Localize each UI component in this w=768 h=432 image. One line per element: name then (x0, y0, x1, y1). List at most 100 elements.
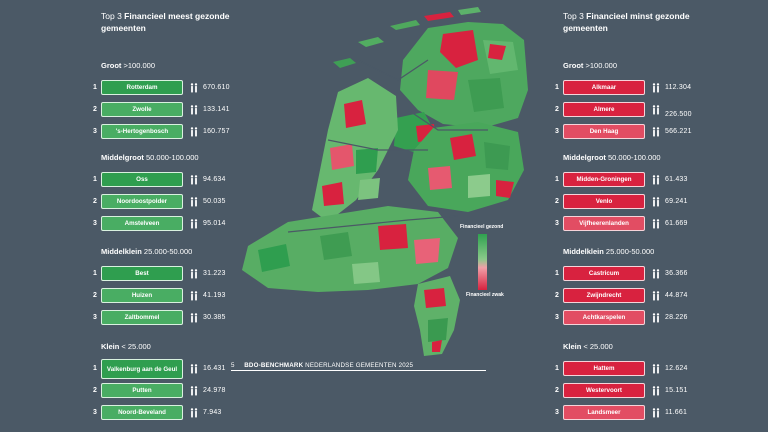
rank-number: 2 (93, 292, 97, 299)
people-icon (190, 197, 198, 207)
rank-number: 3 (555, 314, 559, 321)
netherlands-map (242, 7, 528, 356)
population-value: 670.610 (203, 84, 230, 91)
healthy-ranking-row: 3 Zaltbommel 30.385 (93, 310, 263, 328)
size-category-name: Middelgroot (101, 153, 144, 162)
healthy-ranking-row: 1 Oss 94.634 (93, 172, 263, 190)
municipality-badge: Landsmeer (563, 405, 645, 420)
rank-number: 1 (555, 176, 559, 183)
size-category-label: Middelgroot 50.000-100.000 (101, 152, 263, 164)
people-icon (190, 105, 198, 115)
population-value: 15.151 (665, 387, 688, 394)
healthy-ranking-row: 1 Best 31.223 (93, 266, 263, 284)
healthy-group-1: Middelgroot 50.000-100.000 1 Oss 94.634 2 Noo… (93, 152, 263, 231)
municipality-badge: Castricum (563, 266, 645, 281)
population-value: 30.385 (203, 314, 226, 321)
municipality-badge: Achtkarspelen (563, 310, 645, 325)
map-water-lines (287, 59, 488, 233)
size-category-label: Klein < 25.000 (563, 341, 725, 353)
weak-ranking-row: 2 Venlo 69.241 (555, 194, 725, 212)
weak-group-3: Klein < 25.000 1 Hattem 12.624 2 Westervoort 1… (555, 341, 725, 420)
healthy-ranking-row: 1 Rotterdam 670.610 (93, 80, 263, 98)
population-value: 16.431 (203, 365, 226, 372)
rank-number: 1 (93, 270, 97, 277)
map-limburg (414, 276, 460, 356)
people-icon (652, 105, 660, 115)
rank-number: 2 (555, 106, 559, 113)
population-value: 226.500 (665, 111, 692, 118)
municipality-badge: Midden-Groningen (563, 172, 645, 187)
rank-number: 3 (93, 314, 97, 321)
healthy-ranking-row: 2 Huizen 41.193 (93, 288, 263, 306)
population-value: 94.634 (203, 176, 226, 183)
population-value: 28.226 (665, 314, 688, 321)
healthy-ranking-row: 2 Putten 24.978 (93, 383, 263, 401)
size-category-name: Klein (101, 342, 120, 351)
size-category-range: 50.000-100.000 (605, 153, 661, 162)
map-east (408, 122, 524, 212)
size-category-range: < 25.000 (581, 342, 613, 351)
size-category-label: Klein < 25.000 (101, 341, 263, 353)
rank-number: 1 (93, 84, 97, 91)
municipality-badge: Alkmaar (563, 80, 645, 95)
population-value: 7.943 (203, 409, 222, 416)
people-icon (652, 197, 660, 207)
people-icon (190, 83, 198, 93)
size-category-label: Middelklein 25.000-50.000 (563, 246, 725, 258)
weak-group-2: Middelklein 25.000-50.000 1 Castricum 36.36… (555, 246, 725, 325)
people-icon (652, 219, 660, 229)
weak-ranking-row: 1 Midden-Groningen 61.433 (555, 172, 725, 190)
rank-number: 1 (93, 365, 97, 372)
size-category-label: Groot >100.000 (101, 60, 263, 72)
map-west (312, 78, 398, 222)
rank-number: 2 (93, 106, 97, 113)
weak-ranking-row: 1 Alkmaar 112.304 (555, 80, 725, 98)
people-icon (652, 127, 660, 137)
rank-number: 1 (555, 84, 559, 91)
municipality-badge: Valkenburg aan de Geul (101, 359, 183, 379)
size-category-range: < 25.000 (119, 342, 151, 351)
weak-ranking-row: 1 Castricum 36.366 (555, 266, 725, 284)
municipality-badge: Vijfheerenlanden (563, 216, 645, 231)
healthy-group-0: Groot >100.000 1 Rotterdam 670.610 2 Zwolle 13… (93, 60, 263, 139)
weak-group-1: Middelgroot 50.000-100.000 1 Midden-Gronin… (555, 152, 725, 231)
size-category-range: 25.000-50.000 (141, 247, 193, 256)
population-value: 41.193 (203, 292, 226, 299)
people-icon (652, 83, 660, 93)
municipality-badge: Amstelveen (101, 216, 183, 231)
municipality-badge: Oss (101, 172, 183, 187)
people-icon (652, 364, 660, 374)
footer-divider (231, 370, 486, 371)
footer-text: NEDERLANDSE GEMEENTEN 2025 (303, 362, 414, 369)
rank-number: 3 (555, 220, 559, 227)
population-value: 112.304 (665, 84, 692, 91)
rank-number: 2 (93, 387, 97, 394)
footer-brand: BDO-BENCHMARK (244, 362, 304, 369)
population-value: 566.221 (665, 128, 692, 135)
population-value: 61.433 (665, 176, 688, 183)
population-value: 12.624 (665, 365, 688, 372)
rank-number: 1 (555, 365, 559, 372)
weak-ranking-row: 2 Almere 226.500 (555, 102, 725, 120)
map-north (400, 22, 528, 128)
healthy-group-3: Klein < 25.000 1 Valkenburg aan de Geul 16.… (93, 341, 263, 420)
healthy-ranking-row: 1 Valkenburg aan de Geul 16.431 (93, 359, 263, 379)
municipality-badge: Rotterdam (101, 80, 183, 95)
size-category-range: >100.000 (121, 61, 156, 70)
population-value: 133.141 (203, 106, 230, 113)
people-icon (652, 269, 660, 279)
rank-number: 3 (555, 409, 559, 416)
population-value: 95.014 (203, 220, 226, 227)
size-category-name: Middelgroot (563, 153, 606, 162)
municipality-badge: Noordoostpolder (101, 194, 183, 209)
population-value: 50.035 (203, 198, 226, 205)
municipality-badge: Hattem (563, 361, 645, 376)
people-icon (190, 219, 198, 229)
rank-number: 2 (555, 292, 559, 299)
map-islands (333, 7, 481, 68)
rank-number: 3 (93, 409, 97, 416)
people-icon (190, 364, 198, 374)
population-value: 36.366 (665, 270, 688, 277)
healthy-panel-title: Top 3 Financieel meest gezonde gemeenten (101, 11, 230, 33)
people-icon (190, 408, 198, 418)
